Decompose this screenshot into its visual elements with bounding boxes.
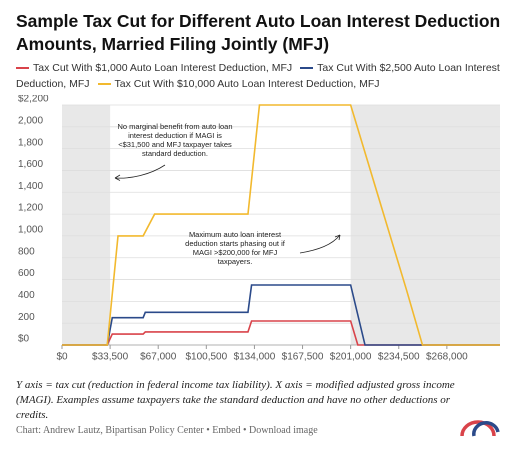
shaded-region (350, 105, 500, 345)
annotation-text: interest deduction if MAGI is (128, 131, 222, 140)
y-tick-label: 400 (18, 290, 35, 301)
annotation-text: deduction starts phasing out if (185, 239, 286, 248)
legend: Tax Cut With $1,000 Auto Loan Interest D… (16, 60, 511, 92)
y-tick-label: 1,000 (18, 225, 43, 236)
legend-swatch (16, 67, 29, 70)
legend-item: Tax Cut With $1,000 Auto Loan Interest D… (16, 62, 292, 74)
y-tick-label: 2,000 (18, 115, 43, 126)
annotation-arrow (299, 234, 341, 254)
y-tick-label: 1,600 (18, 159, 43, 170)
chart-source: Chart: Andrew Lautz, Bipartisan Policy C… (16, 425, 318, 436)
y-tick-label: 200 (18, 312, 35, 323)
annotation-arrow (114, 164, 166, 179)
legend-swatch (300, 67, 314, 70)
legend-label: Tax Cut With $2,500 Auto Loan Interest D… (16, 62, 500, 90)
legend-item: Tax Cut With $2,500 Auto Loan Interest D… (16, 62, 500, 90)
legend-item: Tax Cut With $10,000 Auto Loan Interest … (97, 78, 380, 90)
x-tick-label: $167,500 (282, 352, 324, 363)
series-line (62, 320, 500, 346)
legend-swatch (97, 83, 111, 86)
series-line (62, 104, 500, 346)
legend-label: Tax Cut With $10,000 Auto Loan Interest … (114, 78, 380, 90)
x-tick-label: $134,000 (234, 352, 276, 363)
legend-label: Tax Cut With $1,000 Auto Loan Interest D… (33, 62, 293, 74)
series-line (62, 284, 500, 346)
chart-note: Y axis = tax cut (reduction in federal i… (16, 379, 455, 421)
logo-arc (460, 420, 496, 437)
x-tick-label: $67,000 (140, 352, 177, 363)
annotation-text: standard deduction. (142, 149, 208, 158)
y-tick-label: 600 (18, 268, 35, 279)
logo (460, 420, 500, 437)
annotation-text: taxpayers. (218, 257, 253, 266)
y-tick-label: 1,400 (18, 181, 43, 192)
annotation-text: <$31,500 and MFJ taxpayer takes (118, 140, 232, 149)
annotation-text: MAGI >$200,000 for MFJ (193, 248, 278, 257)
logo-arc (472, 421, 500, 437)
y-tick-label: $2,200 (18, 95, 49, 105)
x-tick-label: $268,000 (426, 352, 468, 363)
x-tick-label: $0 (56, 352, 68, 363)
annotation-arrowhead (114, 174, 121, 181)
y-tick-label: $0 (18, 334, 30, 345)
x-tick-label: $234,500 (378, 352, 420, 363)
annotation-text: Maximum auto loan interest (189, 230, 282, 239)
y-tick-label: 800 (18, 246, 35, 257)
y-tick-label: 1,200 (18, 203, 43, 214)
x-tick-label: $201,000 (330, 352, 372, 363)
annotation-arrowhead (334, 234, 341, 241)
chart-title: Sample Tax Cut for Different Auto Loan I… (16, 11, 501, 54)
x-tick-label: $33,500 (92, 352, 129, 363)
chart: $0 200 400 600 800 1,000 1,200 1,400 1,600 1,800 2… (18, 95, 500, 363)
y-tick-label: 1,800 (18, 137, 43, 148)
shaded-region (62, 105, 111, 345)
annotation-text: No marginal benefit from auto loan (117, 122, 232, 131)
x-tick-label: $100,500 (185, 352, 227, 363)
